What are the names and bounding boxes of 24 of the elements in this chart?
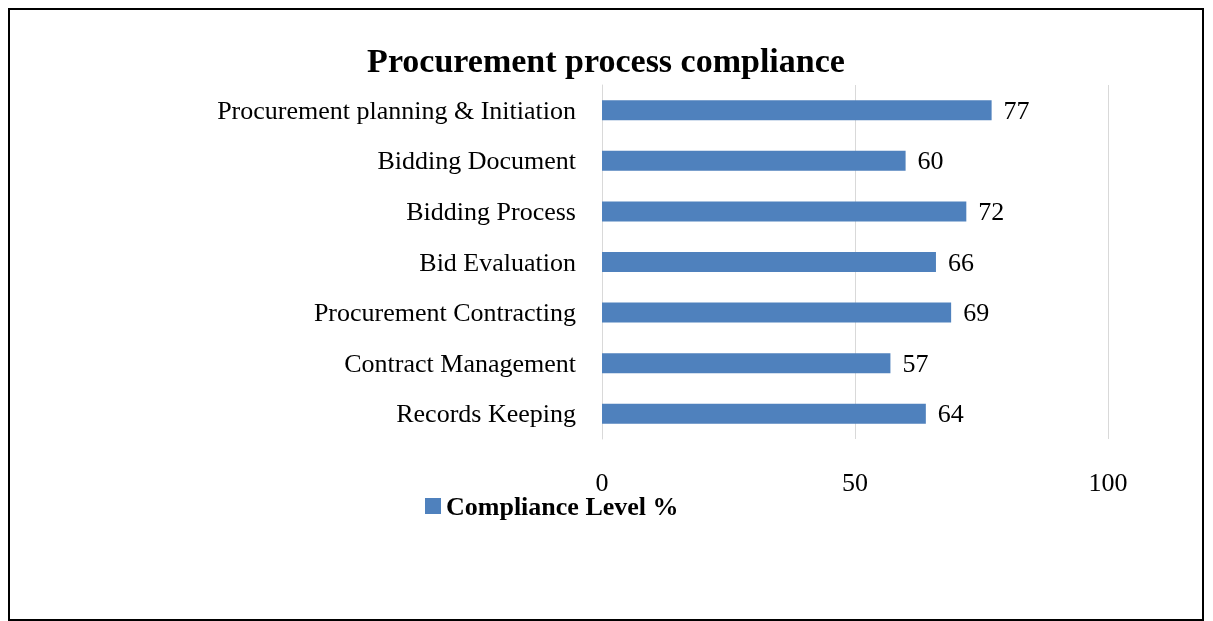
data-label: 66 <box>947 247 974 277</box>
y-tick-label: Contract Management <box>344 348 577 378</box>
bar <box>602 150 906 171</box>
y-tick-label: Bid Evaluation <box>419 247 576 277</box>
data-label: 77 <box>1003 95 1030 125</box>
data-label: 60 <box>917 146 944 176</box>
x-tick-label: 100 <box>1088 467 1128 497</box>
y-tick-label: Procurement Contracting <box>313 298 576 328</box>
bar <box>602 252 936 272</box>
data-label: 69 <box>963 298 990 328</box>
y-tick-label: Bidding Process <box>406 196 576 226</box>
bar <box>602 302 952 323</box>
y-tick-label: Records Keeping <box>396 399 576 429</box>
y-tick-label: Procurement planning & Initiation <box>217 95 576 125</box>
bar <box>602 201 967 222</box>
chart-title: Procurement process compliance <box>367 41 845 79</box>
y-tick-label: Bidding Document <box>377 146 577 176</box>
data-label: 57 <box>902 348 929 378</box>
data-label: 72 <box>978 196 1005 226</box>
bar <box>602 353 891 374</box>
bar <box>602 100 992 121</box>
bar <box>602 403 926 424</box>
x-tick-label: 50 <box>842 467 868 497</box>
data-label: 64 <box>937 399 964 429</box>
